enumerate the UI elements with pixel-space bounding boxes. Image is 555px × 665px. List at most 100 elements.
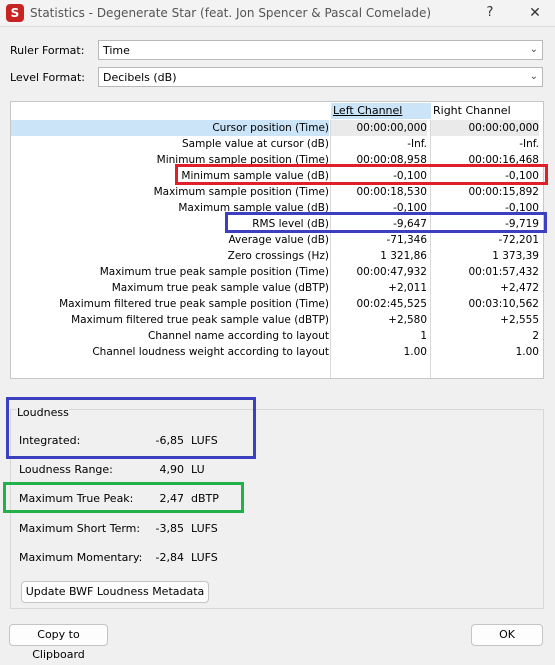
table-row[interactable]: Minimum sample value (dB) -0,100 -0,100 [11,168,543,184]
row-label: Maximum sample value (dB) [178,202,329,214]
right-channel-value: +2,472 [500,282,539,294]
max-true-peak-unit: dBTP [191,492,219,505]
right-channel-value: 00:00:00,000 [431,120,539,136]
integrated-unit: LUFS [191,434,218,447]
right-channel-value: 2 [532,330,539,342]
table-row[interactable]: Maximum filtered true peak sample value … [11,312,543,328]
left-channel-value: +2,011 [388,282,427,294]
level-format-value: Decibels (dB) [103,71,177,84]
title-bar: S Statistics - Degenerate Star (feat. Jo… [0,0,555,27]
right-channel-value: -0,100 [505,170,539,182]
max-short-term-unit: LUFS [191,522,218,535]
row-label: Maximum sample position (Time) [153,186,329,198]
max-short-term-label: Maximum Short Term: [19,522,141,535]
row-label: Maximum true peak sample position (Time) [99,266,329,278]
table-row[interactable]: RMS level (dB) -9,647 -9,719 [11,216,543,232]
row-label: Channel name according to layout [148,330,329,342]
statistics-table[interactable]: Left Channel Right Channel Cursor positi… [10,101,544,379]
left-channel-value: -0,100 [393,202,427,214]
left-channel-value: 00:00:08,958 [356,154,427,166]
max-momentary-unit: LUFS [191,551,218,564]
ok-button[interactable]: OK [471,624,543,646]
ruler-format-value: Time [103,44,130,57]
table-row[interactable]: Minimum sample position (Time) 00:00:08,… [11,152,543,168]
left-channel-value: -71,346 [386,234,427,246]
row-label: Cursor position (Time) [11,120,329,136]
right-channel-value: 1.00 [515,346,539,358]
range-label: Loudness Range: [19,463,113,476]
left-channel-value: 1.00 [403,346,427,358]
help-icon[interactable]: ? [486,5,494,20]
max-momentary-value: -2,84 [155,551,184,564]
right-channel-value: -9,719 [505,218,539,230]
right-channel-value: -Inf. [519,138,539,150]
row-label: Zero crossings (Hz) [227,250,329,262]
loudness-group [10,409,544,609]
right-channel-value: +2,555 [500,314,539,326]
right-channel-value: -0,100 [505,202,539,214]
right-channel-value: -72,201 [498,234,539,246]
row-label: Minimum sample position (Time) [156,154,329,166]
level-format-select[interactable]: Decibels (dB) ⌄ [98,67,543,87]
right-channel-value: 00:01:57,432 [468,266,539,278]
left-channel-value: 00:00:47,932 [356,266,427,278]
left-channel-value: 1 321,86 [380,250,427,262]
range-unit: LU [191,463,205,476]
highlight-box-blue [225,212,547,233]
right-channel-value: 00:00:16,468 [468,154,539,166]
row-label: Sample value at cursor (dB) [182,138,329,150]
ruler-format-label: Ruler Format: [10,44,85,57]
table-row[interactable]: Maximum filtered true peak sample positi… [11,296,543,312]
right-channel-value: 00:03:10,562 [468,298,539,310]
close-icon[interactable]: ✕ [529,5,541,21]
max-short-term-value: -3,85 [155,522,184,535]
row-label: Channel loudness weight according to lay… [92,346,329,358]
left-channel-value: -0,100 [393,170,427,182]
table-row[interactable]: Maximum true peak sample position (Time)… [11,264,543,280]
chevron-down-icon: ⌄ [529,71,538,82]
right-channel-value: 00:00:15,892 [468,186,539,198]
integrated-value: -6,85 [155,434,184,447]
level-format-label: Level Format: [10,71,86,84]
row-label: Minimum sample value (dB) [181,170,329,182]
column-header-left-channel[interactable]: Left Channel [331,103,431,119]
row-label: Maximum filtered true peak sample positi… [59,298,329,310]
integrated-label: Integrated: [19,434,81,447]
chevron-down-icon: ⌄ [529,44,538,55]
window-title: Statistics - Degenerate Star (feat. Jon … [30,6,432,20]
max-true-peak-value: 2,47 [159,492,185,505]
ruler-format-select[interactable]: Time ⌄ [98,40,543,60]
table-row[interactable]: Sample value at cursor (dB) -Inf. -Inf. [11,136,543,152]
table-row[interactable]: Channel loudness weight according to lay… [11,344,543,360]
row-label: RMS level (dB) [252,218,329,230]
column-divider [430,120,431,378]
loudness-title: Loudness [17,406,69,419]
table-row[interactable]: Average value (dB) -71,346 -72,201 [11,232,543,248]
highlight-box-red [175,164,548,185]
table-row[interactable]: Maximum sample value (dB) -0,100 -0,100 [11,200,543,216]
table-row[interactable]: Maximum sample position (Time) 00:00:18,… [11,184,543,200]
table-row[interactable]: Maximum true peak sample value (dBTP) +2… [11,280,543,296]
highlight-box-green [3,482,244,513]
app-logo-icon: S [6,4,24,22]
max-momentary-label: Maximum Momentary: [19,551,143,564]
copy-to-clipboard-button[interactable]: Copy to Clipboard [9,624,108,661]
left-channel-value: 00:00:18,530 [356,186,427,198]
table-row[interactable]: Channel name according to layout 1 2 [11,328,543,344]
table-row[interactable]: Zero crossings (Hz) 1 321,86 1 373,39 [11,248,543,264]
column-header-right-channel[interactable]: Right Channel [433,104,511,117]
left-channel-value: -Inf. [407,138,427,150]
left-channel-value: 00:02:45,525 [356,298,427,310]
range-value: 4,90 [159,463,185,476]
table-row[interactable]: Cursor position (Time) 00:00:00,000 00:0… [11,120,543,136]
column-divider [330,120,331,378]
max-true-peak-label: Maximum True Peak: [19,492,134,505]
left-channel-value: +2,580 [388,314,427,326]
row-label: Maximum true peak sample value (dBTP) [111,282,329,294]
highlight-box-blue [6,397,256,459]
right-channel-value: 1 373,39 [492,250,539,262]
row-label: Average value (dB) [228,234,329,246]
left-channel-value: 00:00:00,000 [331,120,427,136]
row-label: Maximum filtered true peak sample value … [71,314,329,326]
update-bwf-loudness-metadata-button[interactable]: Update BWF Loudness Metadata [21,581,209,603]
